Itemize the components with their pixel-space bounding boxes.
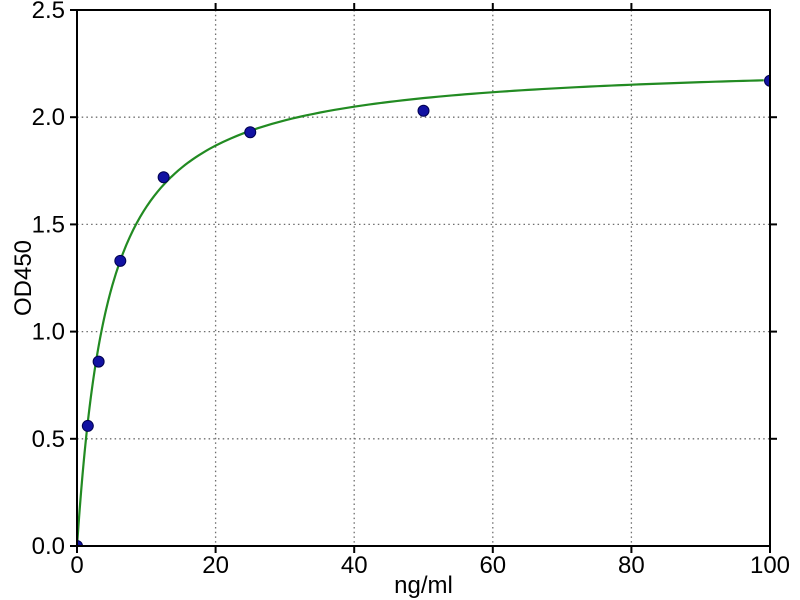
- y-tick-label: 2.5: [32, 0, 65, 24]
- data-points-group: [77, 74, 770, 546]
- data-point: [417, 104, 430, 117]
- x-axis-label: ng/ml: [394, 572, 453, 599]
- y-tick-label: 2.0: [32, 104, 65, 131]
- x-tick-label: 100: [750, 552, 790, 579]
- data-point: [764, 74, 770, 87]
- y-tick-label: 0.0: [32, 533, 65, 560]
- plot-border: [76, 9, 771, 547]
- data-point: [114, 254, 127, 267]
- y-tick-label: 1.5: [32, 211, 65, 238]
- data-point: [92, 355, 105, 368]
- x-tick-label: 0: [70, 552, 83, 579]
- x-tick-label: 80: [618, 552, 645, 579]
- y-axis-label: OD450: [10, 240, 37, 316]
- data-point: [77, 540, 83, 546]
- y-tick-label: 1.0: [32, 319, 65, 346]
- data-point: [81, 419, 94, 432]
- y-tick-label: 0.5: [32, 426, 65, 453]
- x-tick-label: 60: [479, 552, 506, 579]
- data-point: [157, 171, 170, 184]
- x-tick-label: 20: [202, 552, 229, 579]
- data-point: [244, 126, 257, 139]
- x-tick-label: 40: [341, 552, 368, 579]
